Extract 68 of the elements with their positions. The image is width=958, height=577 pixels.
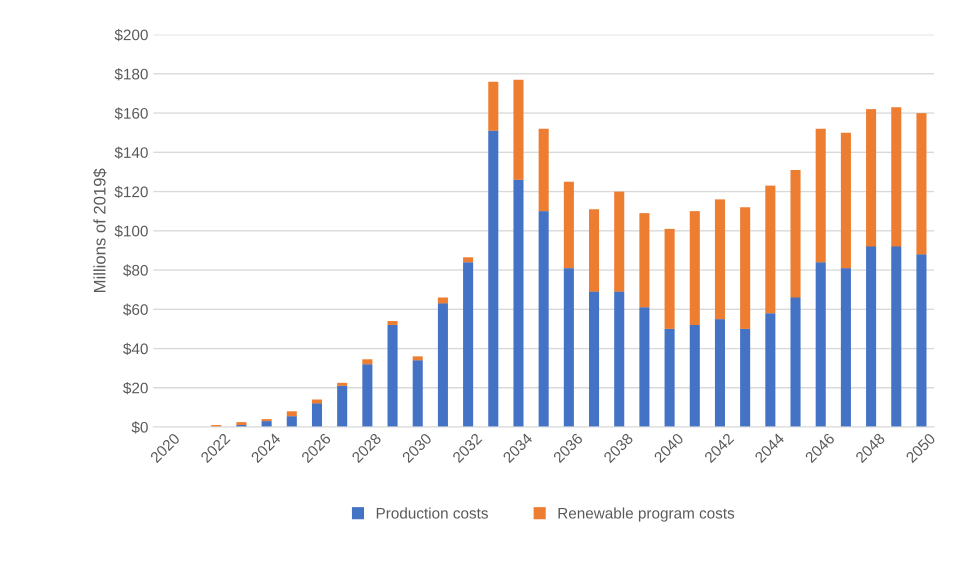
bar (866, 109, 876, 246)
bar (538, 128, 549, 212)
bar (639, 307, 650, 427)
bar (337, 382, 348, 386)
bar (262, 421, 272, 427)
bar (412, 356, 423, 360)
bar (564, 268, 574, 427)
legend-label: Renewable program costs (558, 507, 734, 522)
bar (891, 246, 902, 427)
bar (513, 80, 524, 180)
y-tick-label: $140 (114, 146, 148, 159)
bar (463, 257, 474, 262)
bar (388, 321, 398, 325)
bar (740, 328, 750, 427)
bar (488, 130, 498, 427)
y-tick-label: $160 (114, 107, 148, 120)
y-axis-title: Millions of 2019$ (93, 168, 107, 292)
y-tick-label: $180 (114, 68, 148, 80)
bar (790, 298, 801, 427)
y-tick-label: $60 (123, 303, 148, 316)
bar (816, 128, 826, 262)
bar (438, 303, 448, 427)
legend-label: Production costs (376, 507, 488, 519)
bar (589, 292, 600, 427)
y-tick-label: $80 (123, 264, 148, 277)
bar (614, 192, 624, 292)
bar (312, 400, 322, 404)
y-tick-label: $120 (114, 186, 148, 198)
y-tick-label: $0 (132, 421, 148, 434)
y-tick-label: $40 (123, 342, 148, 356)
bar (337, 386, 348, 427)
bar (816, 262, 826, 427)
bar (690, 211, 700, 325)
bar (513, 180, 524, 427)
bar (664, 228, 675, 329)
bar (714, 199, 726, 320)
bar (438, 298, 448, 304)
bar (840, 132, 851, 268)
bar (765, 313, 776, 427)
bar (916, 254, 926, 427)
bar (664, 328, 675, 427)
bar (412, 360, 423, 427)
bar (286, 416, 297, 427)
bar (690, 324, 700, 427)
bar (463, 262, 474, 427)
bar (564, 182, 574, 268)
bar (639, 213, 650, 308)
bar (362, 359, 372, 364)
y-tick-label: $200 (114, 28, 148, 42)
bar (916, 113, 926, 254)
bar (614, 292, 624, 427)
y-tick-label: $100 (114, 225, 148, 238)
bar (236, 422, 246, 426)
bar (286, 411, 297, 416)
bar (538, 211, 549, 427)
bar (312, 403, 322, 427)
bar (765, 186, 776, 314)
bar (866, 246, 876, 427)
bar (362, 364, 372, 427)
bar (790, 170, 801, 298)
bar (840, 268, 851, 427)
y-tick-label: $20 (123, 382, 148, 394)
bar (589, 209, 600, 292)
bar (740, 207, 750, 329)
bar (388, 324, 398, 427)
bar (714, 319, 726, 427)
bar (488, 82, 498, 131)
bar (891, 107, 902, 246)
